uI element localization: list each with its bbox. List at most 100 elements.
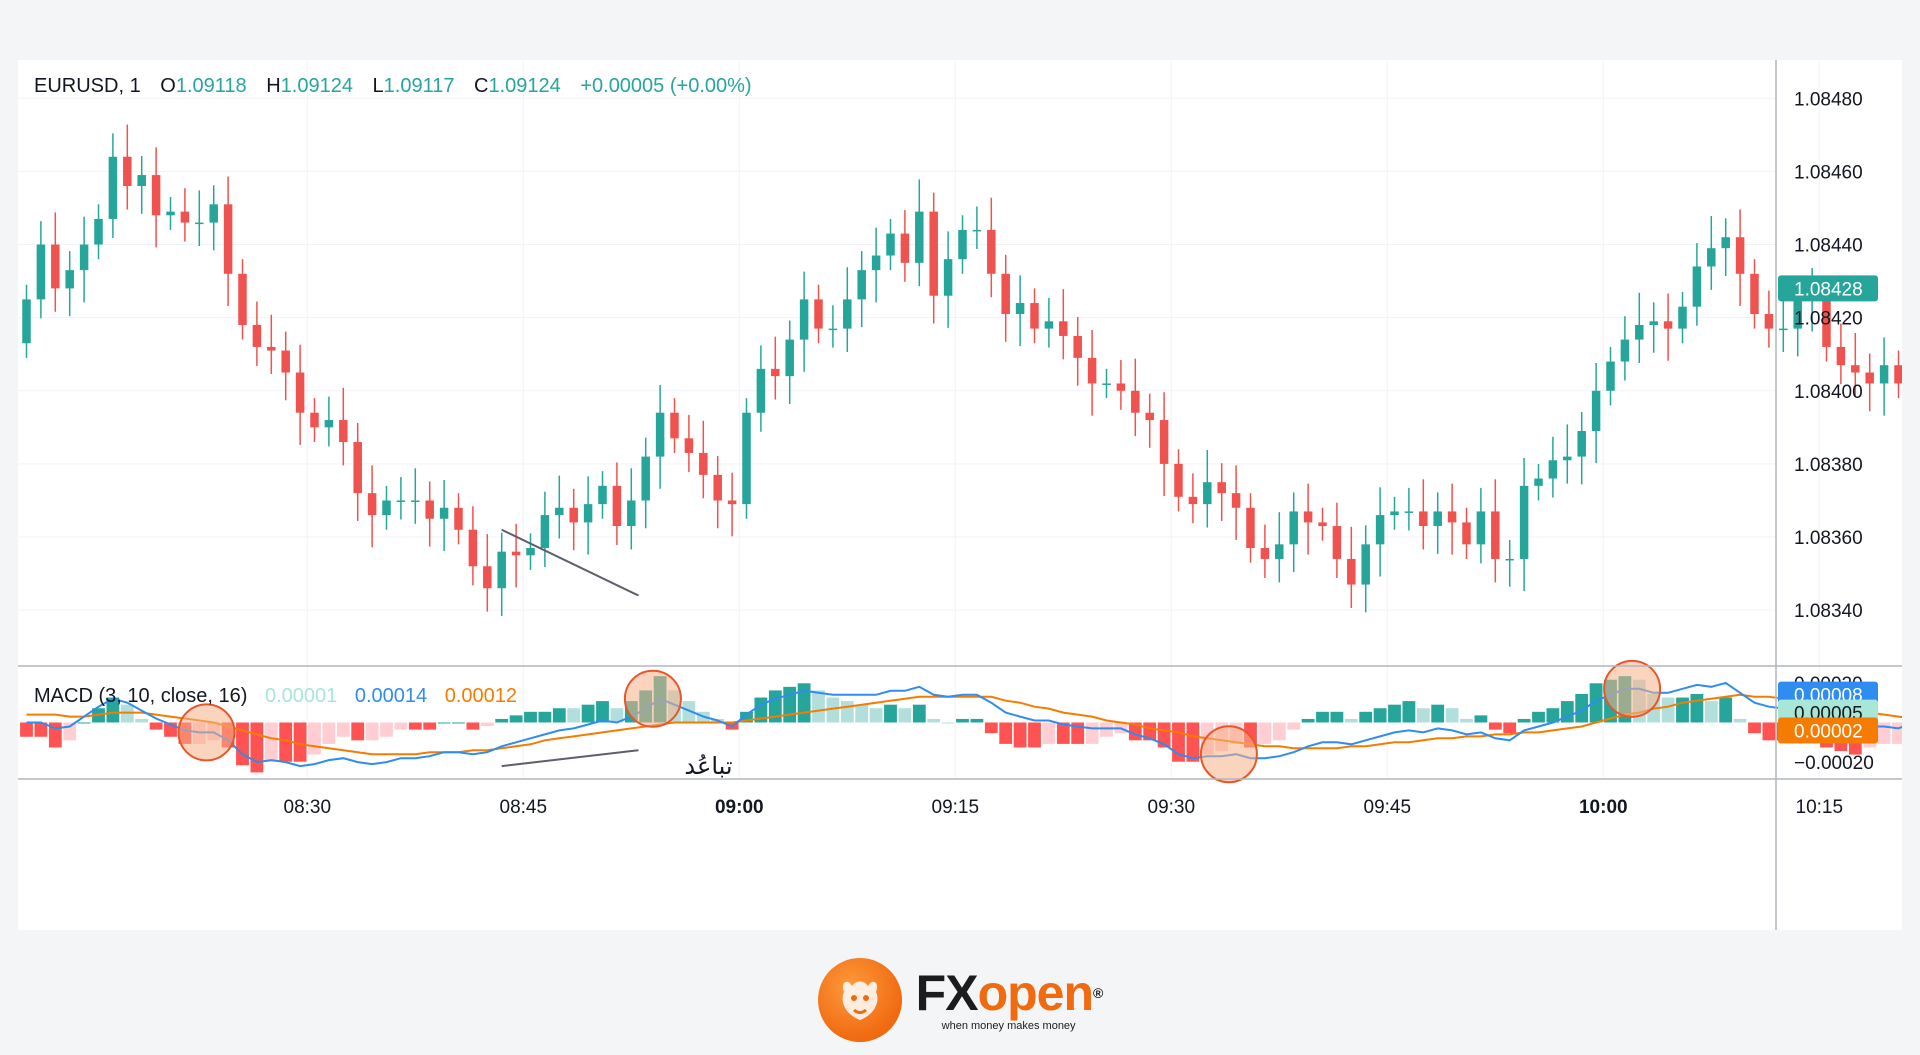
time-tick-label: 10:15 [1796, 797, 1844, 818]
candle-body [1116, 383, 1126, 391]
candle-body [1678, 306, 1687, 329]
histogram-bar [1359, 711, 1373, 723]
candle-body [569, 507, 578, 523]
histogram-bar [1474, 715, 1488, 723]
macd-line-value: 0.00014 [355, 685, 427, 707]
candle-body [1131, 390, 1140, 413]
time-tick-label: 09:15 [932, 797, 980, 818]
candle-body [1390, 511, 1399, 516]
candle-body [1606, 361, 1615, 391]
candle-body [497, 551, 506, 589]
candle-body [223, 204, 233, 274]
candle-body [771, 368, 780, 377]
candle-body [1303, 511, 1313, 523]
histogram-bar [1316, 711, 1329, 723]
candle-body [699, 452, 708, 475]
candle-body [526, 548, 535, 556]
candle-body [51, 244, 60, 289]
candle-body [1822, 295, 1831, 347]
trading-chart[interactable]: تباعُد 1.084801.084601.084401.084201.084… [18, 60, 1902, 930]
candle-body [972, 229, 982, 232]
candle-body [396, 500, 406, 502]
candle-body [670, 412, 679, 439]
candle-body [468, 529, 478, 567]
last-price-badge [1778, 275, 1878, 302]
svg-text:MACD (3, 10, close, 16): MACD (3, 10, close, 16) 0.00001 0.00014 … [34, 685, 517, 707]
candle-body [123, 156, 132, 187]
candle-body [267, 346, 276, 351]
candle-body [843, 299, 852, 329]
histogram-bar [855, 704, 869, 723]
histogram-bar [380, 722, 393, 737]
histogram-bar [1100, 722, 1113, 737]
crossover-circle [1199, 725, 1258, 784]
price-tick-label: 1.08400 [1794, 382, 1863, 403]
candle-body [1721, 237, 1730, 249]
histogram-bar [1373, 708, 1387, 723]
candle-body [166, 211, 175, 216]
footer: FXopen® when money makes money [0, 945, 1920, 1055]
candle-body [22, 299, 31, 344]
macd-value-badge [1778, 717, 1878, 744]
histogram-bar [20, 722, 33, 737]
histogram-bar [1661, 697, 1675, 723]
histogram-bar [1517, 718, 1531, 723]
crossover-circle [177, 703, 236, 762]
histogram-bar [1258, 722, 1272, 744]
candle-body [1159, 420, 1169, 464]
candle-body [1591, 390, 1601, 431]
macd-title: MACD (3, 10, close, 16) [34, 685, 247, 707]
histogram-bar [1532, 711, 1545, 723]
candle-body [1663, 321, 1673, 329]
histogram-bar [77, 722, 91, 724]
candle-body [756, 368, 766, 413]
candle-body [799, 299, 809, 340]
candle-body [1231, 493, 1241, 508]
candle-body [1015, 303, 1025, 314]
macd-signal-value: 0.00012 [445, 685, 517, 707]
candle-body [1246, 507, 1255, 548]
histogram-bar [1330, 711, 1344, 723]
candle-body [94, 218, 103, 245]
candle-body [1764, 314, 1774, 329]
price-tick-label: 1.08420 [1794, 309, 1863, 330]
histogram-bar [279, 722, 293, 762]
candle-body [915, 211, 924, 263]
macd-line [26, 681, 1902, 768]
legend-low: 1.09117 [384, 75, 455, 97]
candle-body [252, 324, 262, 347]
time-tick-label: 09:45 [1364, 797, 1412, 818]
candle-body [411, 500, 420, 502]
candle-body [382, 500, 391, 516]
histogram-bar [336, 722, 350, 737]
histogram-bar [1287, 722, 1301, 730]
histogram-bar [682, 701, 696, 723]
histogram-bar [1416, 708, 1430, 723]
fxopen-logo[interactable]: FXopen® when money makes money [817, 958, 1103, 1042]
histogram-bar [970, 718, 984, 723]
histogram-bar [812, 690, 825, 723]
macd-tick-label: −0.00020 [1794, 753, 1874, 774]
candle-body [195, 222, 204, 225]
price-tick-label: 1.08380 [1794, 455, 1863, 476]
histogram-bar [250, 722, 264, 773]
histogram-bar [1402, 701, 1416, 723]
histogram-bar [308, 722, 321, 755]
candle-body [1707, 248, 1716, 267]
candle-body [987, 229, 996, 274]
legends: EURUSD, 1 O1.09118 H1.09124 L1.09117 C1.… [34, 75, 752, 707]
candle-body [209, 204, 218, 223]
candle-body [1203, 482, 1212, 505]
price-tick-label: 1.08340 [1794, 601, 1863, 622]
candle-body [425, 500, 434, 519]
histogram-bar [1301, 718, 1315, 723]
histogram-bar [1762, 722, 1776, 741]
histogram-bar [884, 704, 897, 723]
legend-open: 1.09118 [176, 75, 247, 97]
histogram-bar [1503, 722, 1517, 734]
histogram-bar [63, 722, 77, 741]
candle-body [1548, 460, 1558, 479]
candle-body [1419, 511, 1428, 527]
histogram-bar [1431, 704, 1445, 723]
time-tick-label: 08:45 [500, 797, 548, 818]
